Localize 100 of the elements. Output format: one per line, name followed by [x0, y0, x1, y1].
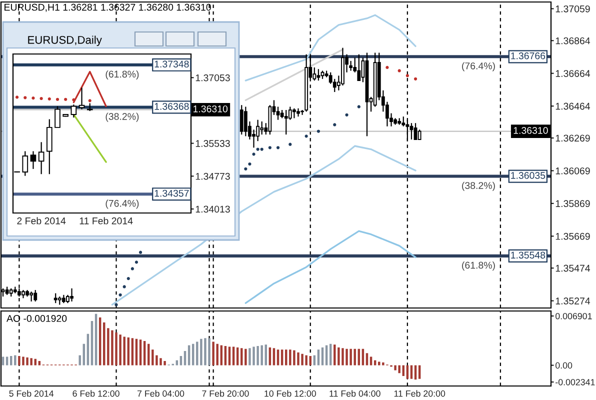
bar	[82, 344, 86, 366]
y-tick-label: 1.35869	[556, 200, 590, 208]
bar	[325, 345, 328, 366]
chart-title: AO -0.001920	[6, 315, 67, 322]
bar	[252, 346, 255, 366]
bar	[127, 337, 130, 366]
bar	[321, 347, 324, 366]
bar	[366, 353, 368, 366]
y-tick-label: -0.002341	[556, 379, 595, 386]
point	[268, 146, 272, 150]
bar	[30, 358, 32, 366]
point	[398, 69, 401, 72]
annotation: (38.2%)	[462, 182, 495, 191]
candlestick	[252, 129, 256, 148]
candlestick	[30, 291, 34, 302]
bar	[180, 356, 182, 366]
point	[357, 105, 360, 108]
ref-line-label: 1.36310	[194, 105, 228, 112]
bar	[264, 344, 267, 366]
bar	[135, 338, 138, 366]
annotation: (61.8%)	[462, 262, 495, 271]
bar	[212, 342, 214, 366]
bar	[256, 346, 259, 366]
x-tick-label: 6 Feb 12:00	[72, 390, 120, 397]
candlestick	[38, 142, 44, 175]
candlestick	[292, 108, 296, 119]
bar	[111, 330, 114, 366]
bar	[232, 346, 235, 366]
bar	[289, 350, 292, 366]
line-series	[244, 14, 416, 82]
bar	[358, 348, 360, 366]
bar	[164, 361, 166, 366]
bar	[272, 348, 276, 366]
y-tick-label: 1.36069	[556, 167, 590, 174]
ref-line-label: 1.35548	[511, 252, 546, 259]
bar	[160, 358, 162, 366]
candlestick	[332, 78, 336, 93]
bar	[26, 357, 28, 366]
x-tick-label: 2 Feb 2014	[17, 217, 66, 224]
candlestick	[240, 104, 244, 136]
bar	[313, 355, 316, 366]
candlestick	[260, 120, 264, 136]
point	[114, 303, 118, 306]
point	[130, 267, 134, 270]
bar	[338, 347, 340, 366]
bar	[196, 342, 198, 366]
y-tick-label: 1.36269	[556, 134, 590, 142]
ref-line-label: 1.36035	[511, 172, 546, 179]
bar	[362, 348, 364, 366]
chart-title: EURUSD,Daily	[28, 36, 102, 46]
bar	[398, 365, 400, 374]
ref-line-label: 1.36310	[514, 127, 548, 134]
bar	[280, 350, 284, 366]
y-tick-label: 1.36464	[556, 102, 590, 110]
y-tick-label: 1.37053	[196, 74, 230, 82]
bar	[285, 350, 288, 366]
bar	[374, 360, 376, 366]
candlestick	[284, 109, 288, 136]
bar	[276, 350, 280, 366]
ref-line-label: 1.36368	[154, 102, 189, 110]
bar	[394, 365, 396, 370]
candlestick	[244, 106, 248, 137]
y-tick-label: 1.36664	[556, 70, 590, 77]
y-tick-label: 1.34773	[196, 172, 230, 180]
bar	[2, 356, 4, 366]
bar	[6, 356, 8, 366]
bar	[220, 345, 223, 366]
bar	[240, 348, 243, 366]
bar	[188, 345, 190, 366]
candlestick	[357, 54, 361, 82]
point	[260, 148, 264, 151]
bar	[305, 355, 308, 366]
point	[134, 260, 138, 264]
bar	[350, 348, 352, 366]
point	[333, 123, 336, 126]
bar	[107, 328, 110, 366]
y-tick-label: 1.36864	[556, 37, 590, 44]
candlestick	[34, 289, 38, 302]
point	[244, 167, 248, 170]
bar	[123, 336, 126, 366]
candlestick	[402, 116, 406, 127]
x-tick-label: 11 Feb 20:00	[394, 390, 446, 397]
bar	[192, 344, 194, 366]
point	[276, 146, 280, 150]
annotation: (61.8%)	[106, 70, 139, 80]
x-tick-label: 7 Feb 04:00	[137, 390, 184, 397]
point	[256, 148, 260, 151]
bar	[370, 356, 372, 366]
bar	[382, 362, 384, 366]
bar	[309, 356, 312, 366]
point	[248, 162, 252, 166]
annotation: (38.2%)	[106, 112, 139, 122]
candlestick	[418, 129, 422, 140]
bar	[103, 322, 106, 366]
candlestick	[54, 106, 60, 128]
bar	[98, 317, 102, 366]
bar	[152, 350, 154, 366]
bar	[115, 332, 118, 366]
y-tick-label: 1.34013	[196, 206, 230, 213]
bar	[378, 362, 380, 366]
